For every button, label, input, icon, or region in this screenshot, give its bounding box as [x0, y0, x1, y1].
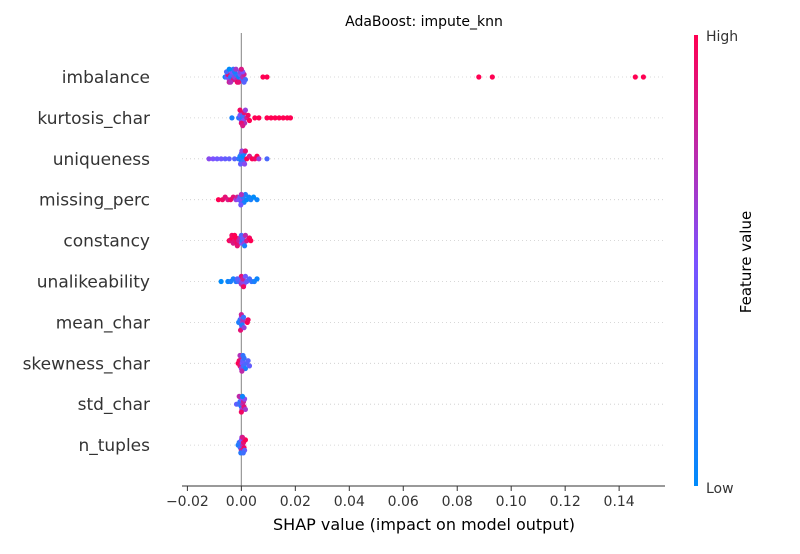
shap-point [640, 74, 647, 80]
shap-point [489, 74, 495, 80]
shap-point [242, 107, 249, 113]
colorbar-title: Feature value [737, 211, 755, 313]
shap-point [218, 156, 224, 162]
shap-point [232, 232, 238, 238]
shap-point [237, 161, 244, 167]
shap-point [239, 434, 246, 440]
feature-label: kurtosis_char [37, 109, 150, 129]
shap-point [246, 117, 253, 124]
shap-point [245, 112, 251, 118]
shap-point [237, 107, 243, 113]
shap-point [229, 115, 235, 121]
shap-point [242, 406, 249, 412]
shap-points [206, 66, 647, 456]
shap-point [236, 79, 242, 85]
shap-point [240, 352, 246, 359]
shap-point [241, 79, 247, 85]
chart-title: AdaBoost: impute_knn [345, 14, 503, 30]
x-tick-label: −0.02 [166, 494, 209, 510]
shap-point [272, 115, 278, 121]
shap-point [242, 161, 248, 167]
shap-point [226, 66, 232, 72]
x-tick-label: 0.12 [550, 494, 581, 510]
shap-point [242, 148, 249, 154]
shap-point [238, 191, 244, 198]
colorbar-low-label: Low [706, 481, 734, 497]
shap-point [222, 156, 228, 162]
shap-point [242, 273, 249, 279]
shap-point [233, 66, 239, 72]
shap-point [256, 115, 262, 121]
shap-point [232, 156, 238, 162]
feature-label: constancy [63, 232, 150, 252]
shap-point [214, 156, 220, 162]
x-tick-label: 0.06 [388, 494, 419, 510]
shap-point [226, 156, 232, 162]
shap-point [254, 276, 260, 282]
x-tick-label: 0.00 [226, 494, 257, 510]
shap-point [260, 74, 266, 80]
x-tick-label: 0.02 [280, 494, 311, 510]
shap-point [242, 232, 249, 238]
x-tick-label: 0.10 [496, 494, 527, 510]
colorbar-gradient [694, 35, 698, 486]
x-tick-label: 0.08 [442, 494, 473, 510]
shap-point [218, 278, 224, 285]
shap-point [206, 156, 212, 162]
shap-point [276, 115, 282, 121]
shap-point [287, 115, 294, 121]
shap-point [280, 115, 286, 121]
x-ticks: −0.02 0.00 0.02 0.04 0.06 0.08 0.10 0.12 0.14 [166, 486, 635, 510]
shap-point [632, 74, 638, 80]
feature-label: skewness_char [23, 354, 150, 374]
shap-point [239, 368, 245, 374]
colorbar-high-label: High [706, 29, 738, 45]
shap-point [254, 197, 260, 203]
x-axis-label: SHAP value (impact on model output) [273, 515, 575, 534]
shap-point [245, 358, 251, 364]
shap-point [227, 79, 234, 85]
shap-point [234, 276, 240, 282]
shap-point [238, 202, 244, 208]
shap-point [241, 325, 247, 331]
shap-point [246, 363, 253, 369]
x-tick-label: 0.04 [334, 494, 365, 510]
feature-label: uniqueness [53, 150, 150, 170]
shap-point [264, 115, 270, 121]
shap-point [240, 284, 247, 290]
shap-point [239, 393, 246, 399]
row-gridlines [182, 76, 665, 446]
shap-point [240, 123, 246, 129]
colorbar: High Low Feature value [694, 29, 755, 497]
shap-point [234, 243, 240, 249]
shap-point [242, 243, 248, 249]
shap-point [238, 409, 244, 415]
shap-point [215, 197, 222, 203]
shap-point [264, 156, 270, 162]
shap-point [264, 74, 270, 80]
feature-label: unalikeability [37, 273, 150, 293]
shap-point [245, 317, 251, 323]
x-tick-label: 0.14 [604, 494, 635, 510]
shap-point [476, 74, 482, 80]
shap-point [252, 115, 258, 121]
feature-label: std_char [78, 395, 150, 415]
shap-point [268, 115, 274, 121]
shap-point [248, 238, 254, 244]
feature-label: imbalance [62, 68, 150, 88]
feature-label: missing_perc [39, 191, 150, 211]
shap-point [240, 450, 246, 456]
shap-point [210, 156, 216, 162]
feature-label: mean_char [56, 313, 150, 333]
shap-point [240, 314, 247, 320]
shap-point [256, 156, 262, 162]
shap-point [238, 66, 244, 72]
feature-labels: imbalance kurtosis_char uniqueness missing_… [23, 68, 151, 456]
feature-label: n_tuples [78, 436, 150, 456]
